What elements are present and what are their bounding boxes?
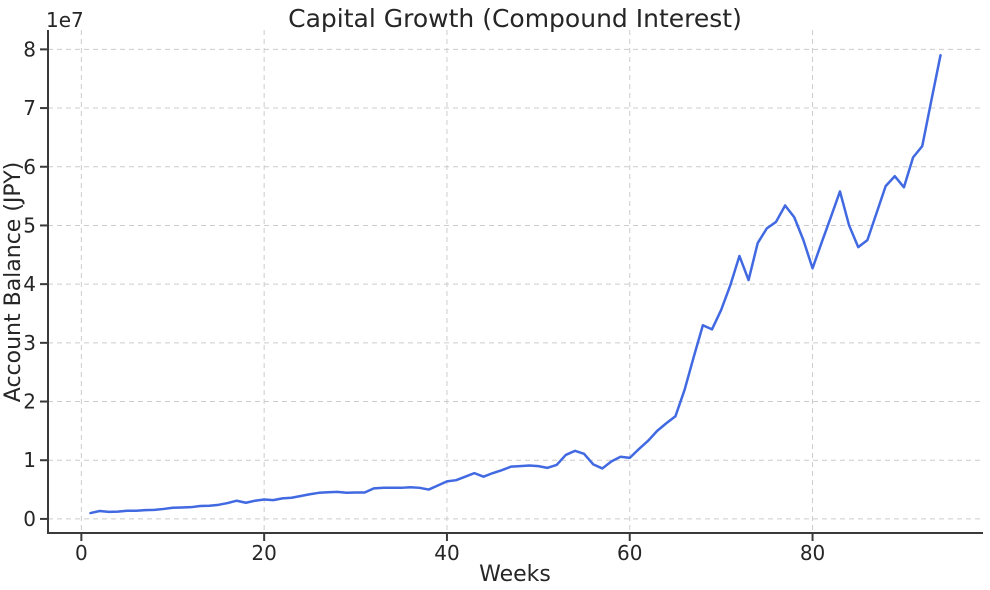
y-tick-label: 6 bbox=[23, 155, 36, 179]
y-tick-label: 0 bbox=[23, 507, 36, 531]
y-tick-label: 4 bbox=[23, 272, 36, 296]
y-tick-label: 1 bbox=[23, 448, 36, 472]
y-tick-label: 8 bbox=[23, 37, 36, 61]
y-tick-label: 3 bbox=[23, 331, 36, 355]
chart-title: Capital Growth (Compound Interest) bbox=[288, 4, 742, 33]
x-tick-label: 60 bbox=[617, 541, 642, 565]
y-tick-label: 5 bbox=[23, 213, 36, 237]
x-tick-label: 40 bbox=[434, 541, 459, 565]
balance-line bbox=[89, 53, 942, 515]
x-tick-label: 0 bbox=[75, 541, 88, 565]
tick-labels: 0 20 40 60 80 0 1 2 3 4 5 6 7 8 bbox=[23, 37, 825, 565]
x-tick-label: 80 bbox=[800, 541, 825, 565]
y-axis-offset-label: 1e7 bbox=[46, 8, 84, 32]
y-tick-label: 2 bbox=[23, 390, 36, 414]
x-tick-label: 20 bbox=[251, 541, 276, 565]
y-axis-label: Account Balance (JPY) bbox=[1, 162, 26, 402]
gridlines bbox=[48, 30, 983, 533]
x-axis-label: Weeks bbox=[479, 562, 551, 587]
y-tick-label: 7 bbox=[23, 96, 36, 120]
axes bbox=[40, 30, 983, 541]
